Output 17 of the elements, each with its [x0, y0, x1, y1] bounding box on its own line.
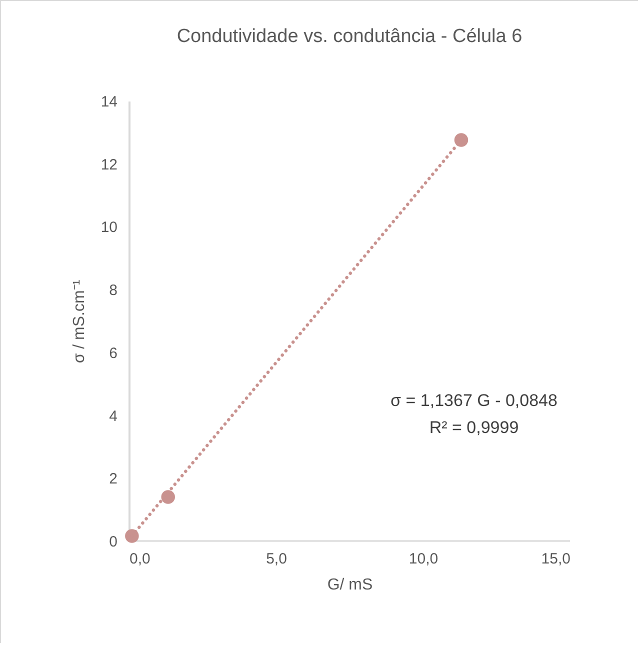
- y-tick-label: 0: [109, 534, 118, 550]
- x-tick-label: 5,0: [266, 550, 287, 568]
- y-tick-label: 4: [109, 408, 118, 425]
- y-tick-label: 14: [100, 94, 118, 110]
- x-tick-label: 10,0: [408, 550, 438, 568]
- y-tick-label: 8: [109, 282, 118, 300]
- y-axis-title: σ / mS.cm⁻¹: [70, 280, 88, 364]
- chart-title: Condutividade vs. condutância - Célula 6: [176, 26, 522, 47]
- annotation: R² = 0,9999: [429, 418, 519, 437]
- y-tick-label: 10: [100, 219, 118, 236]
- y-tick-label: 12: [100, 156, 118, 174]
- y-tick-label: 6: [109, 344, 118, 362]
- y-tick-label: 2: [109, 470, 118, 488]
- annotation: σ = 1,1367 G - 0,0848: [390, 391, 558, 410]
- x-tick-label: 0,0: [130, 550, 150, 568]
- x-axis-title: G/ mS: [327, 576, 373, 594]
- x-tick-label: 15,0: [541, 550, 570, 568]
